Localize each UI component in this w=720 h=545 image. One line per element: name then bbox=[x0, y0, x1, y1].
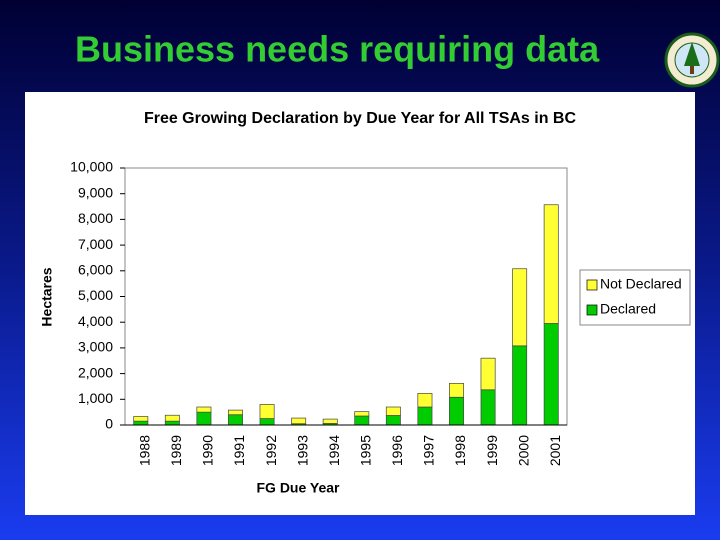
bar-segment bbox=[259, 418, 275, 426]
x-tick-label: 1989 bbox=[168, 435, 184, 466]
legend-swatch bbox=[586, 304, 598, 316]
y-tick-label: 9,000 bbox=[78, 184, 113, 200]
y-tick-label: 5,000 bbox=[78, 287, 113, 303]
bar-segment bbox=[164, 414, 180, 422]
y-tick-label: 10,000 bbox=[70, 159, 113, 175]
x-tick-label: 1996 bbox=[389, 435, 405, 466]
bar-segment bbox=[291, 417, 307, 425]
bar-segment bbox=[449, 396, 464, 426]
bar-segment bbox=[354, 415, 370, 426]
bar-segment bbox=[417, 406, 433, 426]
x-tick-label: 1997 bbox=[421, 435, 437, 466]
x-tick-label: 1993 bbox=[294, 435, 310, 466]
bar-segment bbox=[228, 414, 243, 426]
bar-segment bbox=[512, 345, 528, 426]
bar-segment bbox=[133, 420, 149, 426]
bar-segment bbox=[512, 268, 528, 347]
bar-segment bbox=[480, 357, 496, 391]
bar-segment bbox=[133, 416, 149, 422]
bar-segment bbox=[480, 389, 496, 426]
bar-segment bbox=[543, 323, 559, 426]
bar-segment bbox=[385, 406, 401, 416]
x-tick-label: 1992 bbox=[263, 435, 279, 466]
y-tick-label: 6,000 bbox=[78, 262, 113, 278]
y-tick-label: 4,000 bbox=[78, 313, 113, 329]
legend-swatch bbox=[586, 279, 598, 291]
y-axis-title: Hectares bbox=[39, 267, 55, 326]
y-tick-label: 3,000 bbox=[78, 339, 113, 355]
bar-segment bbox=[543, 204, 559, 324]
y-tick-label: 1,000 bbox=[78, 390, 113, 406]
bar-segment bbox=[259, 404, 275, 419]
bar-segment bbox=[449, 383, 464, 398]
bar-segment bbox=[354, 411, 370, 417]
x-tick-label: 1998 bbox=[452, 435, 468, 466]
logo bbox=[664, 32, 720, 88]
y-tick-label: 2,000 bbox=[78, 364, 113, 380]
x-tick-label: 1999 bbox=[484, 435, 500, 466]
x-tick-label: 1991 bbox=[231, 435, 247, 466]
bar-segment bbox=[196, 411, 212, 426]
x-axis-title: FG Due Year bbox=[256, 480, 340, 496]
legend-label: Not Declared bbox=[600, 276, 682, 292]
bar-segment bbox=[164, 420, 180, 426]
x-tick-label: 1990 bbox=[200, 435, 216, 466]
bar-segment bbox=[196, 406, 212, 413]
plot-area bbox=[124, 167, 568, 426]
y-tick-label: 8,000 bbox=[78, 210, 113, 226]
y-tick-label: 0 bbox=[105, 416, 113, 432]
legend-label: Declared bbox=[600, 301, 656, 317]
x-tick-label: 1995 bbox=[357, 435, 373, 466]
x-tick-label: 2000 bbox=[515, 435, 531, 466]
slide-title: Business needs requiring data bbox=[75, 29, 600, 70]
bar-segment bbox=[322, 418, 338, 424]
x-tick-label: 1994 bbox=[326, 435, 342, 466]
bar-segment bbox=[417, 393, 433, 408]
chart-title: Free Growing Declaration by Due Year for… bbox=[144, 110, 577, 127]
x-tick-label: 1988 bbox=[136, 435, 152, 466]
y-tick-label: 7,000 bbox=[78, 236, 113, 252]
bar-segment bbox=[228, 409, 243, 416]
bar-segment bbox=[385, 415, 401, 426]
x-tick-label: 2001 bbox=[547, 435, 563, 466]
legend bbox=[579, 269, 691, 326]
